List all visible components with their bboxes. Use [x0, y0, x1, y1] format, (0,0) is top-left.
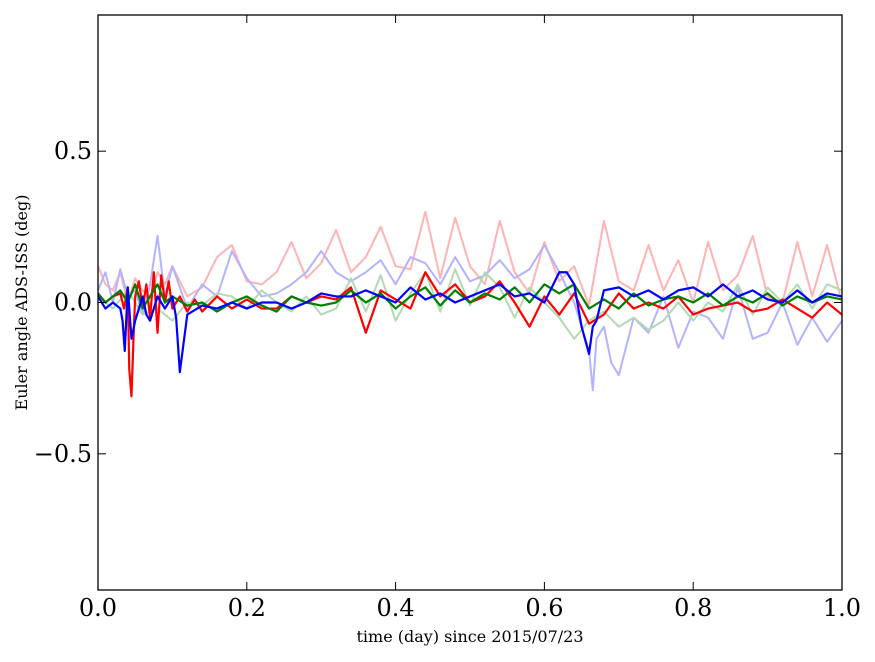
series-line-1-faint	[98, 210, 842, 307]
x-tick-label: 0.8	[674, 594, 712, 622]
plot-area	[98, 210, 842, 398]
x-tick-label: 0.6	[525, 594, 563, 622]
y-tick-label: 0.5	[54, 137, 92, 165]
x-tick-label: 0.4	[377, 594, 415, 622]
y-tick-label: 0.0	[54, 289, 92, 317]
tick-labels: 0.0 0.2 0.4 0.6 0.8 1.0 0.5 0.0 −0.5	[34, 137, 861, 622]
y-tick-label: −0.5	[34, 440, 92, 468]
series-line-3-faint	[98, 268, 842, 340]
x-tick-label: 0.0	[79, 594, 117, 622]
y-axis-label: Euler angle ADS-ISS (deg)	[12, 195, 31, 411]
x-axis-label: time (day) since 2015/07/23	[356, 627, 583, 646]
x-tick-label: 1.0	[823, 594, 861, 622]
series-line-6	[98, 271, 842, 374]
x-tick-label: 0.2	[228, 594, 266, 622]
tick-marks	[97, 15, 843, 590]
